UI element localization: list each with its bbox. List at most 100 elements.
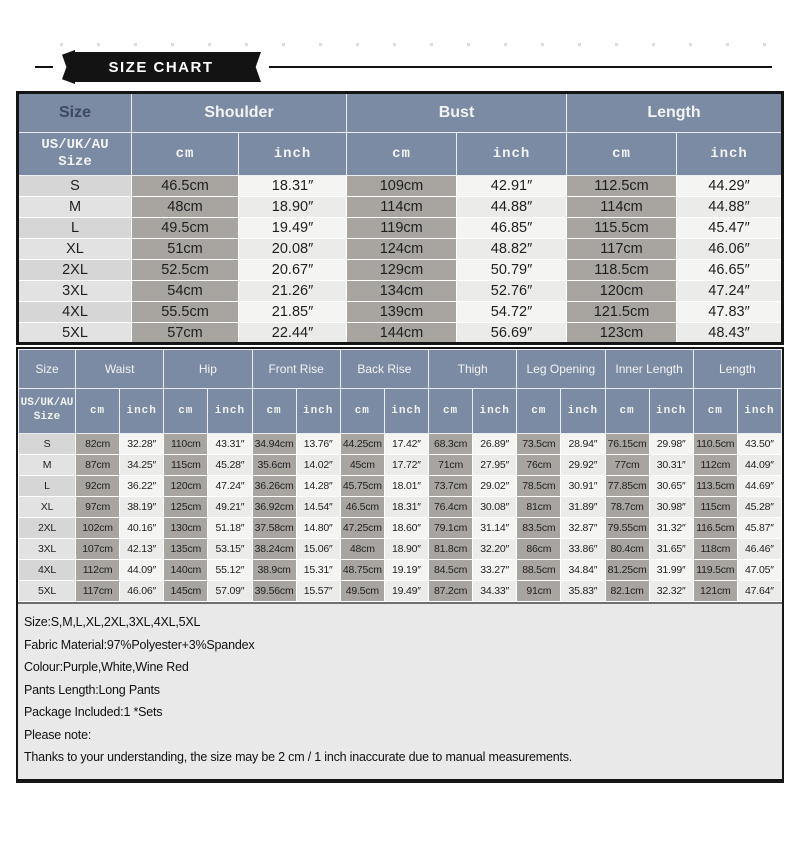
inch-value-cell: 46.85″ [456,217,567,239]
inch-value-cell: 22.44″ [238,322,347,344]
size-standard-label: US/UK/AU [20,397,74,410]
size-cell: L [18,475,76,497]
table-row: 4XL 112cm 44.09″ 140cm 55.12″ 38.9cm 15.31″ 48.… [18,559,783,581]
inch-value-cell: 18.31″ [238,175,347,197]
unit-header-inch: inch [456,132,567,176]
inch-value-cell: 46.46″ [736,538,783,560]
banner-dash [35,66,53,68]
inch-value-cell: 44.88″ [676,196,783,218]
inch-value-cell: 53.15″ [207,538,253,560]
inch-value-cell: 45.28″ [207,454,253,476]
cm-value-cell: 57cm [131,322,239,344]
inch-value-cell: 44.09″ [119,559,165,581]
inch-value-cell: 49.21″ [207,496,253,518]
unit-header-cm: cm [251,388,297,434]
inch-value-cell: 31.14″ [472,517,518,539]
cm-value-cell: 125cm [163,496,209,518]
cm-value-cell: 87cm [74,454,121,476]
unit-header-inch: inch [119,388,165,434]
size-cell: XL [18,496,76,518]
cm-value-cell: 68.3cm [427,433,474,455]
inch-value-cell: 33.86″ [560,538,606,560]
inch-value-cell: 14.28″ [295,475,341,497]
col-header-inner-length: Inner Length [604,349,694,389]
cm-value-cell: 120cm [163,475,209,497]
col-header-us-uk-au-size: US/UK/AU Size [18,388,76,434]
cm-value-cell: 79.1cm [427,517,474,539]
inch-value-cell: 45.28″ [736,496,783,518]
col-header-size: Size [18,349,76,389]
cm-value-cell: 48.75cm [339,559,385,581]
inch-value-cell: 48.82″ [456,238,567,260]
cm-value-cell: 118cm [692,538,738,560]
table-row: M 48cm 18.90″ 114cm 44.88″ 114cm 44.88″ [17,196,783,218]
banner: SIZE CHART [35,50,772,84]
inch-value-cell: 34.33″ [472,580,518,602]
inch-value-cell: 50.79″ [456,259,567,281]
col-header-length: Length [566,92,783,133]
cm-value-cell: 52.5cm [131,259,239,281]
inch-value-cell: 36.22″ [119,475,165,497]
cm-value-cell: 48cm [339,538,385,560]
inch-value-cell: 47.24″ [676,280,783,302]
size-cell: 5XL [18,580,76,602]
top-unit-header-row: US/UK/AU Size cm inch cm inch cm inch [17,132,783,176]
col-header-leg-opening: Leg Opening [516,349,606,389]
cm-value-cell: 116.5cm [692,517,738,539]
ribbon-right-tail-icon [247,52,261,82]
cm-value-cell: 46.5cm [339,496,385,518]
cm-value-cell: 113.5cm [692,475,738,497]
inch-value-cell: 30.31″ [648,454,694,476]
cm-value-cell: 78.5cm [516,475,562,497]
inch-value-cell: 47.83″ [676,301,783,323]
inch-value-cell: 15.06″ [295,538,341,560]
table-row: XL 97cm 38.19″ 125cm 49.21″ 36.92cm 14.54″ 46.5… [18,496,783,518]
cm-value-cell: 79.55cm [604,517,650,539]
cm-value-cell: 114cm [346,196,457,218]
table-row: 4XL 55.5cm 21.85″ 139cm 54.72″ 121.5cm 47.83″ [17,301,783,323]
cm-value-cell: 107cm [74,538,121,560]
cm-value-cell: 45.75cm [339,475,385,497]
cm-value-cell: 119cm [346,217,457,239]
note-sizes: Size:S,M,L,XL,2XL,3XL,4XL,5XL [24,615,201,630]
product-notes: Size:S,M,L,XL,2XL,3XL,4XL,5XL Fabric Mat… [18,602,782,779]
inch-value-cell: 28.94″ [560,433,606,455]
banner-rule [269,66,772,68]
cm-value-cell: 91cm [516,580,562,602]
inch-value-cell: 14.80″ [295,517,341,539]
inch-value-cell: 30.65″ [648,475,694,497]
cm-value-cell: 110cm [163,433,209,455]
note-fabric-material: Fabric Material:97%Polyester+3%Spandex [24,637,255,652]
lower-box: Size Waist Hip Front Rise Back Rise Thig… [16,347,784,783]
inch-value-cell: 46.65″ [676,259,783,281]
inch-value-cell: 27.95″ [472,454,518,476]
inch-value-cell: 29.02″ [472,475,518,497]
cm-value-cell: 73.5cm [516,433,562,455]
cm-value-cell: 81.25cm [604,559,650,581]
cm-value-cell: 49.5cm [339,580,385,602]
top-table-header: Size Shoulder Bust Length US/UK/AU Size … [17,92,783,176]
bottom-size-table: Size Waist Hip Front Rise Back Rise Thig… [18,349,783,602]
inch-value-cell: 46.06″ [676,238,783,260]
table-row: 3XL 107cm 42.13″ 135cm 53.15″ 38.24cm 15.06″ 48… [18,538,783,560]
note-disclaimer: Thanks to your understanding, the size m… [24,750,573,765]
cm-value-cell: 71cm [427,454,474,476]
col-header-hip: Hip [163,349,253,389]
bottom-table-body: S 82cm 32.28″ 110cm 43.31″ 34.94cm 13.76″ 44.25… [18,433,783,602]
inch-value-cell: 15.31″ [295,559,341,581]
note-package-included: Package Included:1 *Sets [24,705,163,720]
cm-value-cell: 129cm [346,259,457,281]
bottom-unit-header-row: US/UK/AU Size cm inch cm inch cm inch cm inch cm… [18,388,783,434]
cm-value-cell: 49.5cm [131,217,239,239]
cm-value-cell: 77cm [604,454,650,476]
cm-value-cell: 76.15cm [604,433,650,455]
cm-value-cell: 115cm [163,454,209,476]
unit-header-cm: cm [339,388,385,434]
unit-header-inch: inch [472,388,518,434]
cm-value-cell: 44.25cm [339,433,385,455]
inch-value-cell: 30.98″ [648,496,694,518]
col-header-back-rise: Back Rise [339,349,430,389]
cm-value-cell: 38.9cm [251,559,297,581]
inch-value-cell: 18.90″ [238,196,347,218]
cm-value-cell: 86cm [516,538,562,560]
